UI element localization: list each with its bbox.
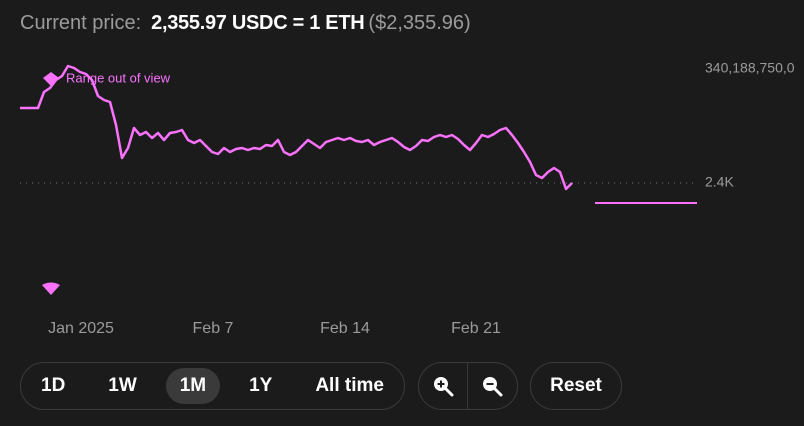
price-usd: ($2,355.96) — [368, 12, 471, 34]
x-tick-label: Feb 14 — [320, 320, 370, 337]
reset-label: Reset — [550, 375, 602, 396]
y-tick-label: 2.4K — [705, 174, 734, 190]
period-button[interactable]: All time — [315, 375, 384, 396]
x-tick-label: Jan 2025 — [48, 320, 114, 337]
zoom-out-icon — [483, 377, 503, 397]
x-tick-label: Feb 21 — [451, 320, 501, 337]
price-line — [20, 64, 573, 191]
zoom-in-icon — [434, 377, 454, 397]
x-tick-label: Feb 7 — [193, 320, 234, 337]
price-label: Current price: — [20, 12, 142, 34]
zoom-controls — [418, 362, 518, 410]
period-button[interactable]: 1M — [165, 368, 221, 404]
price-value: 2,355.97 USDC = 1 ETH — [151, 12, 365, 34]
period-selector: 1D 1W 1M 1Y All time — [20, 362, 405, 410]
range-marker — [43, 72, 59, 86]
zoom-in[interactable] — [419, 363, 467, 409]
zoom-out[interactable] — [468, 363, 516, 409]
period-button[interactable]: 1Y — [249, 375, 273, 396]
reset-button[interactable]: Reset — [530, 362, 622, 410]
range-marker-low — [42, 282, 60, 295]
period-button[interactable]: 1D — [41, 375, 66, 396]
chart: Range out of view 340,188,750,0 2.4KJan … — [20, 60, 795, 337]
current-price: Current price: 2,355.97 USDC = 1 ETH ($2,3… — [20, 12, 471, 35]
period-button[interactable]: 1W — [108, 375, 137, 396]
top-label: 340,188,750,0 — [705, 60, 795, 76]
